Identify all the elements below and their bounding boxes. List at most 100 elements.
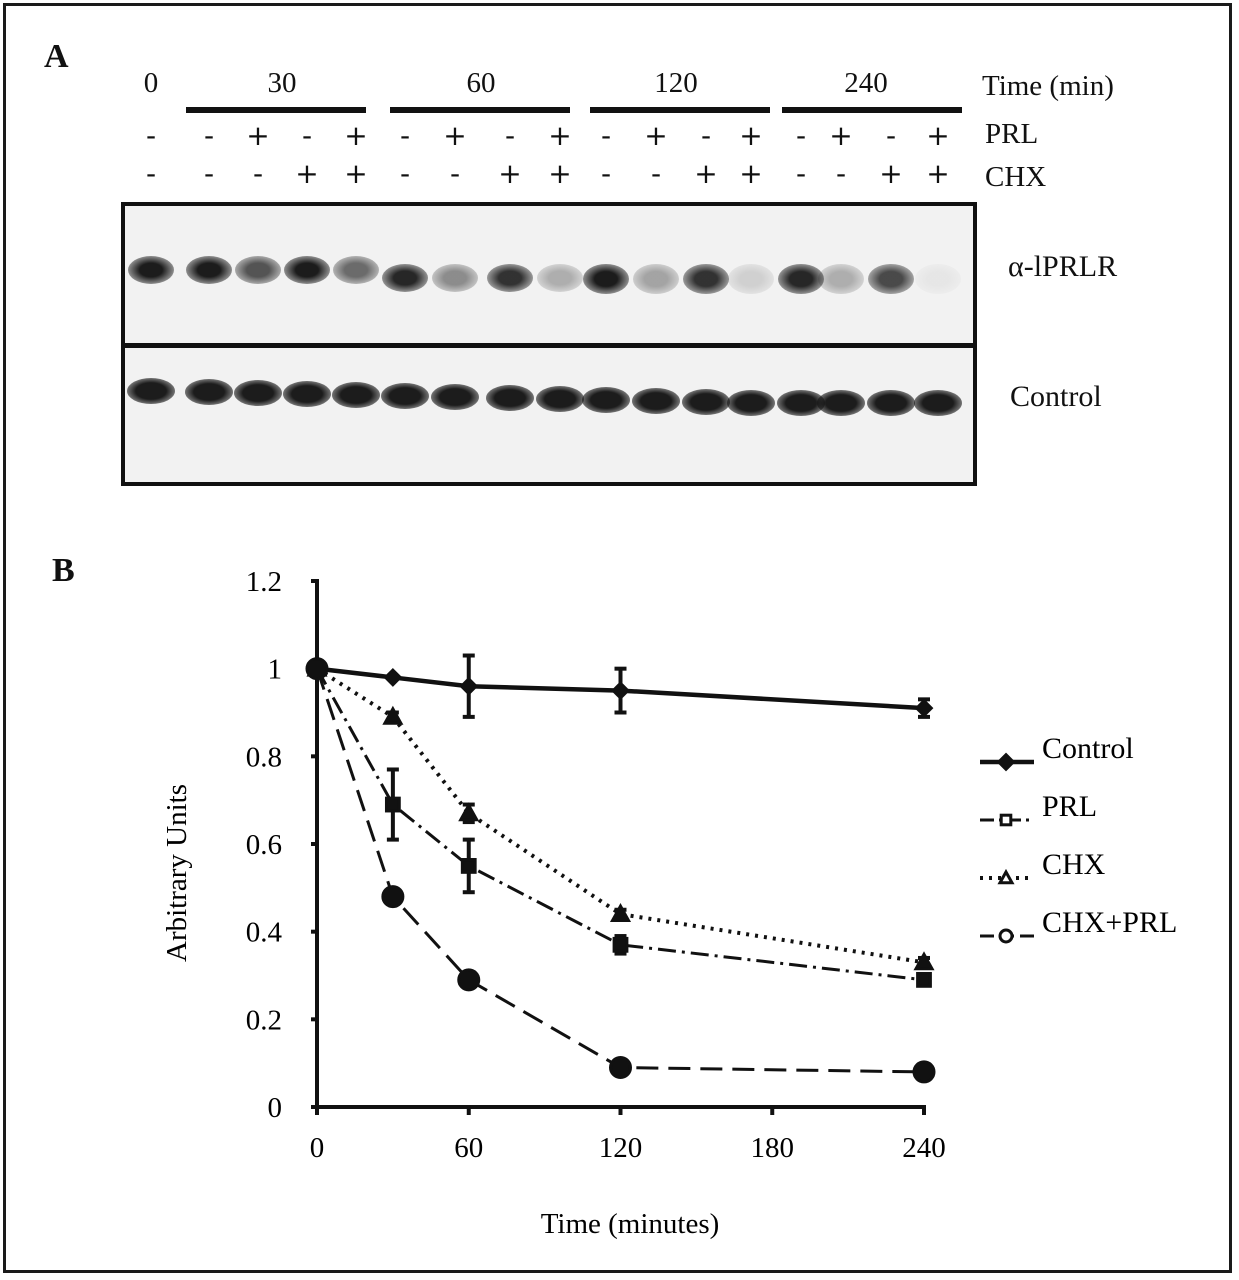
control-band xyxy=(867,390,915,416)
y-axis-label: Arbitrary Units xyxy=(161,784,193,962)
marker-triangle xyxy=(997,868,1015,885)
time-point-60: 60 xyxy=(466,67,496,99)
chart-legend: Control PRL CHX CHX+PRL xyxy=(980,732,1177,944)
timepoint-bar-30 xyxy=(186,107,366,113)
control-band xyxy=(582,387,630,413)
series-control xyxy=(307,653,934,719)
chx-sign: + xyxy=(344,157,368,190)
legend-label: CHX+PRL xyxy=(1042,906,1177,939)
chx-row-label: CHX xyxy=(985,161,1047,193)
time-point-120: 120 xyxy=(654,67,698,99)
prl-sign: + xyxy=(443,119,467,152)
control-band xyxy=(234,380,282,406)
control-band xyxy=(486,385,534,411)
receptor-band xyxy=(683,264,729,294)
prl-sign: - xyxy=(504,119,516,152)
chx-sign: + xyxy=(926,157,950,190)
prl-sign: + xyxy=(644,119,668,152)
prl-sign: + xyxy=(739,119,763,152)
prl-sign: - xyxy=(885,119,897,152)
chx-sign: - xyxy=(795,157,807,190)
marker-diamond xyxy=(383,668,403,687)
panel-b-letter: B xyxy=(52,552,75,589)
control-band xyxy=(536,386,584,412)
receptor-band xyxy=(487,264,533,292)
marker-circle xyxy=(609,1056,632,1080)
marker-circle xyxy=(912,1060,936,1084)
chart-series xyxy=(305,653,936,1084)
x-tick-label: 180 xyxy=(751,1132,795,1164)
chart-axes: 0 0.2 0.4 0.6 0.8 1 1.2 0 60 120 180 240 xyxy=(246,566,946,1164)
chx-sign: - xyxy=(145,157,157,190)
marker-triangle xyxy=(382,705,404,725)
control-band xyxy=(127,378,175,404)
receptor-band xyxy=(633,264,679,294)
marker-circle xyxy=(457,968,481,992)
marker-circle xyxy=(998,928,1014,944)
series-line xyxy=(315,666,925,965)
marker-square xyxy=(916,971,932,988)
receptor-band xyxy=(583,264,629,294)
chx-sign: - xyxy=(449,157,461,190)
control-band xyxy=(914,390,962,416)
western-blot xyxy=(121,202,977,486)
y-tick-label: 1 xyxy=(268,654,283,686)
control-band xyxy=(682,389,730,415)
prl-sign: + xyxy=(344,119,368,152)
marker-square xyxy=(999,813,1013,827)
marker-circle xyxy=(381,885,405,909)
receptor-band xyxy=(778,264,824,294)
time-point-0: 0 xyxy=(143,67,159,99)
figure-frame xyxy=(3,3,1232,1273)
prl-sign: - xyxy=(301,119,313,152)
y-tick-label: 1.2 xyxy=(246,566,282,598)
time-axis-label: Time (min) xyxy=(982,70,1114,102)
prl-sign: + xyxy=(246,119,270,152)
prl-sign: - xyxy=(399,119,411,152)
receptor-band xyxy=(915,264,961,294)
x-axis-label: Time (minutes) xyxy=(541,1208,720,1240)
control-blot-label: Control xyxy=(1010,380,1102,413)
chx-sign: + xyxy=(694,157,718,190)
marker-triangle xyxy=(458,802,480,822)
chx-sign: - xyxy=(600,157,612,190)
prl-sign: + xyxy=(926,119,950,152)
legend-item: CHX xyxy=(980,848,1106,885)
legend-label: PRL xyxy=(1042,790,1097,823)
control-band xyxy=(185,379,233,405)
marker-square xyxy=(460,858,477,874)
marker-square xyxy=(612,936,629,953)
prl-sign: - xyxy=(203,119,215,152)
panel-a-letter: A xyxy=(44,38,69,75)
chx-sign: - xyxy=(835,157,847,190)
marker-diamond xyxy=(459,676,479,696)
prl-sign: - xyxy=(795,119,807,152)
prl-sign: + xyxy=(829,119,853,152)
chx-sign: + xyxy=(548,157,572,190)
chx-sign: - xyxy=(252,157,264,190)
control-band xyxy=(632,388,680,414)
control-band xyxy=(332,382,380,408)
control-band xyxy=(727,390,775,416)
chx-sign: - xyxy=(203,157,215,190)
control-band xyxy=(283,381,331,407)
marker-diamond xyxy=(611,681,630,700)
x-tick-label: 60 xyxy=(454,1132,483,1164)
marker-circle xyxy=(305,657,329,681)
blot-separator xyxy=(125,343,973,348)
timepoint-bar-240 xyxy=(782,107,962,113)
chx-sign: + xyxy=(739,157,763,190)
control-band xyxy=(431,384,479,410)
timepoint-bar-120 xyxy=(590,107,770,113)
receptor-band xyxy=(284,256,330,284)
legend-item: PRL xyxy=(980,790,1097,827)
marker-diamond xyxy=(996,752,1016,772)
receptor-band xyxy=(186,256,232,284)
chx-sign: - xyxy=(650,157,662,190)
chx-sign: + xyxy=(879,157,903,190)
control-band xyxy=(381,383,429,409)
marker-square xyxy=(384,796,401,813)
y-tick-label: 0.6 xyxy=(246,829,282,861)
time-point-30: 30 xyxy=(267,67,297,99)
